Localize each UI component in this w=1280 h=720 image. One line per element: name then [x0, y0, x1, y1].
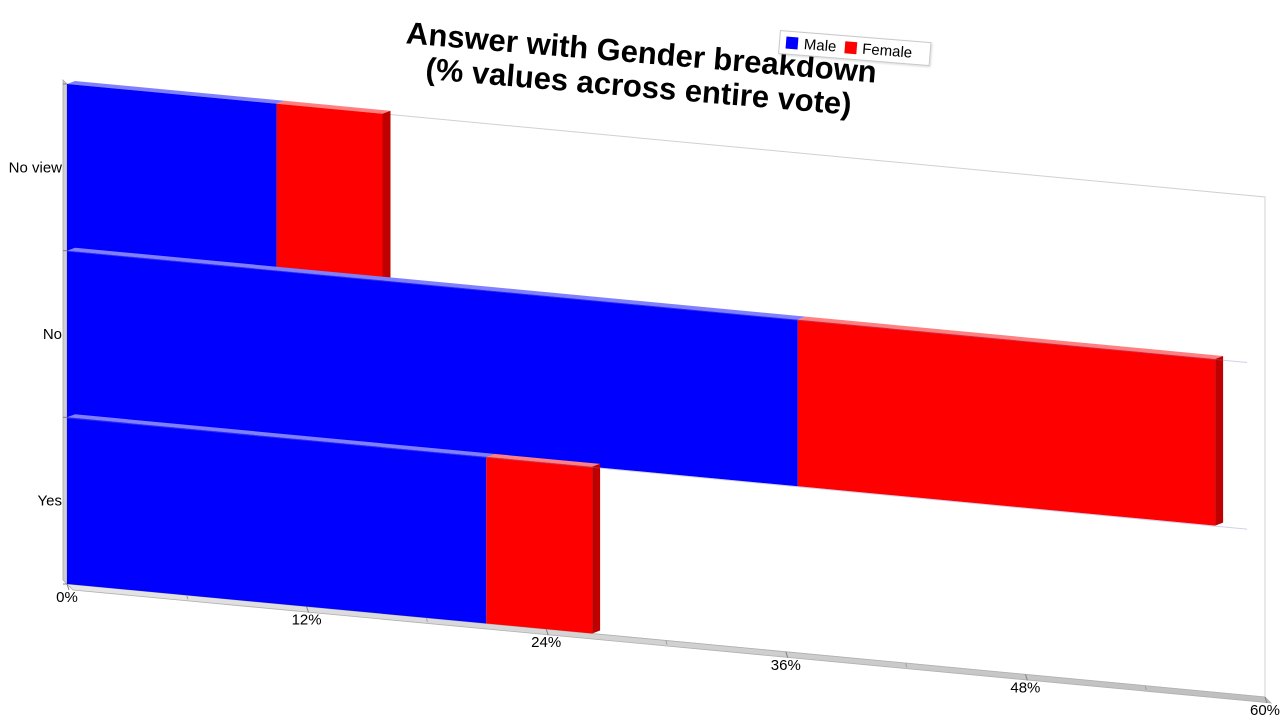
- bar-front-face: [797, 319, 1216, 526]
- value-tick: [545, 629, 549, 636]
- legend-swatch-female: [843, 41, 857, 55]
- bar-male-no-view: [67, 81, 285, 271]
- bar-top-face: [67, 81, 285, 104]
- legend-item-female: Female: [843, 39, 913, 62]
- value-minor-tick: [905, 662, 908, 668]
- category-gridline: [66, 250, 1248, 363]
- bar-front-face: [67, 417, 487, 624]
- bar-side-face: [1215, 356, 1224, 526]
- legend-label-female: Female: [861, 40, 913, 62]
- value-tick: [66, 583, 70, 591]
- bar-front-face: [67, 250, 798, 487]
- bar-top-face: [276, 100, 391, 114]
- value-tick-label: 12%: [292, 612, 322, 629]
- value-tick-label: 36%: [771, 657, 801, 674]
- legend-item-male: Male: [785, 34, 837, 55]
- value-tick-label: 60%: [1250, 702, 1280, 719]
- bar-top-face: [67, 414, 495, 457]
- bar-top-face: [486, 453, 601, 467]
- bars-layer: [67, 81, 1224, 634]
- plot-left-wall: [62, 79, 68, 585]
- bar-front-face: [276, 103, 383, 281]
- bar-top-face: [797, 316, 1224, 359]
- bar-female-yes: [486, 453, 601, 634]
- value-tick: [785, 651, 789, 658]
- category-label: No view: [9, 159, 63, 176]
- value-tick: [1024, 674, 1028, 681]
- value-tick: [306, 606, 310, 613]
- bar-front-face: [67, 84, 277, 271]
- axes-layer: No view No Yes 0% 12% 24% 36% 48% 60%: [9, 83, 1280, 719]
- category-gridline: [66, 417, 1248, 530]
- bar-female-no-view: [276, 100, 391, 281]
- value-tick-label: 48%: [1010, 679, 1040, 696]
- value-minor-tick: [665, 640, 668, 645]
- bar-male-yes: [67, 414, 495, 624]
- legend-swatch-male: [785, 36, 799, 50]
- bar-male-no: [67, 247, 806, 487]
- bar-female-no: [797, 316, 1224, 526]
- value-minor-tick: [186, 595, 189, 600]
- value-tick-label: 0%: [56, 589, 78, 606]
- category-label: No: [43, 326, 62, 343]
- value-tick-label: 24%: [531, 634, 561, 651]
- bar-front-face: [486, 456, 593, 634]
- value-tick: [1264, 696, 1268, 704]
- bar-side-face: [382, 110, 391, 281]
- bar-side-face: [592, 463, 601, 634]
- plot-floor: [65, 583, 1273, 704]
- legend-label-male: Male: [803, 35, 838, 56]
- bar-top-face: [67, 247, 806, 320]
- category-label: Yes: [38, 493, 62, 510]
- value-minor-tick: [1144, 685, 1147, 690]
- value-minor-tick: [425, 617, 428, 623]
